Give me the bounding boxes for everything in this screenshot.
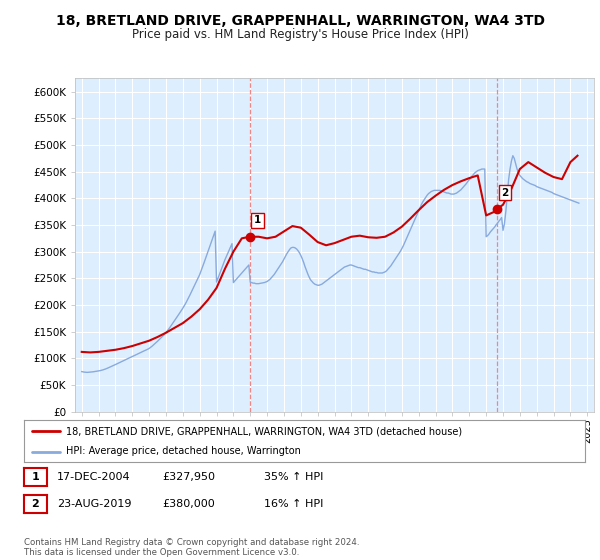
Text: 2: 2: [501, 188, 508, 198]
Text: 2: 2: [32, 499, 39, 509]
Text: 23-AUG-2019: 23-AUG-2019: [57, 499, 131, 509]
Text: 1: 1: [32, 472, 39, 482]
Text: 1: 1: [254, 216, 261, 226]
Text: Contains HM Land Registry data © Crown copyright and database right 2024.
This d: Contains HM Land Registry data © Crown c…: [24, 538, 359, 557]
Text: 18, BRETLAND DRIVE, GRAPPENHALL, WARRINGTON, WA4 3TD: 18, BRETLAND DRIVE, GRAPPENHALL, WARRING…: [56, 14, 545, 28]
Text: £327,950: £327,950: [162, 472, 215, 482]
Text: Price paid vs. HM Land Registry's House Price Index (HPI): Price paid vs. HM Land Registry's House …: [131, 28, 469, 41]
Text: £380,000: £380,000: [162, 499, 215, 509]
Text: 35% ↑ HPI: 35% ↑ HPI: [264, 472, 323, 482]
Text: 17-DEC-2004: 17-DEC-2004: [57, 472, 131, 482]
Text: 16% ↑ HPI: 16% ↑ HPI: [264, 499, 323, 509]
Text: HPI: Average price, detached house, Warrington: HPI: Average price, detached house, Warr…: [66, 446, 301, 456]
Text: 18, BRETLAND DRIVE, GRAPPENHALL, WARRINGTON, WA4 3TD (detached house): 18, BRETLAND DRIVE, GRAPPENHALL, WARRING…: [66, 426, 462, 436]
